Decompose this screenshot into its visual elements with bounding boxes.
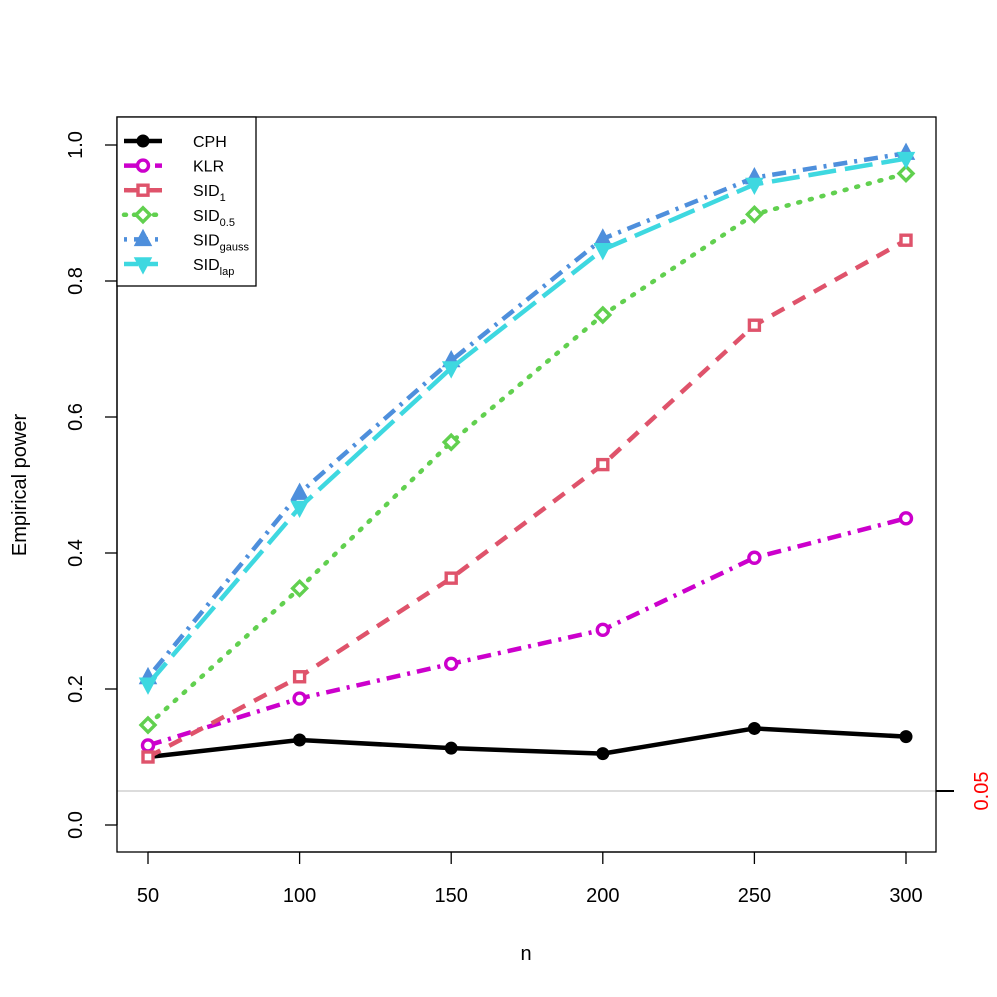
reference-line-group: 0.05 [117, 772, 993, 811]
series-line [145, 171, 909, 728]
x-tick-label: 300 [889, 885, 922, 907]
data-point [745, 177, 764, 196]
data-point [747, 721, 761, 735]
legend-marker [136, 134, 150, 148]
legend-item: CPH [124, 134, 227, 151]
x-axis-title: n [520, 943, 531, 965]
data-point [290, 482, 309, 500]
y-tick-label: 0.8 [65, 267, 87, 295]
series-line [147, 726, 907, 760]
y-axis-title: Empirical power [9, 414, 31, 557]
data-point [140, 738, 156, 753]
data-point [444, 571, 458, 585]
data-point [593, 242, 613, 261]
y-tick-label: 0.2 [65, 675, 87, 703]
y-tick-label: 0.6 [65, 403, 87, 431]
data-point [290, 500, 309, 519]
legend-marker [133, 257, 153, 275]
series-line [146, 150, 907, 679]
y-tick-label: 0.4 [65, 539, 87, 567]
x-tick-label: 200 [586, 885, 619, 907]
legend-label-subscript: lap [220, 266, 235, 278]
data-point [596, 747, 610, 761]
data-point [747, 318, 762, 332]
legend-label: CPH [193, 134, 227, 151]
series-sidlap [138, 151, 916, 695]
data-point [292, 670, 307, 684]
data-point [596, 457, 610, 472]
series-cph [141, 721, 913, 764]
legend-item: KLR [124, 158, 224, 176]
data-point [290, 578, 310, 598]
legend-label-subscript: gauss [220, 241, 250, 253]
data-point [593, 305, 613, 325]
data-point [899, 730, 913, 744]
data-point [444, 741, 458, 755]
data-point [896, 164, 916, 183]
data-point [747, 550, 762, 565]
data-point [595, 622, 610, 638]
series-sid1 [141, 233, 913, 764]
data-point [441, 361, 461, 379]
legend-item: SID1 [124, 183, 226, 204]
series-line [146, 238, 908, 759]
data-point [141, 750, 155, 764]
y-tick-label: 1.0 [65, 131, 87, 159]
series-line [147, 516, 907, 748]
y-tick-label: 0.0 [65, 811, 87, 839]
legend-marker [136, 183, 150, 197]
series-line [146, 156, 907, 686]
data-point [138, 677, 158, 695]
series-group [138, 142, 916, 764]
data-point [293, 733, 307, 747]
x-axis: 50 100 150 200 250 300 [137, 851, 923, 907]
legend-label-subscript: 0.5 [220, 217, 235, 229]
legend-label-subscript: 1 [220, 192, 226, 204]
data-point [292, 691, 307, 706]
data-point [899, 233, 913, 247]
y-axis: 0.0 0.2 0.4 0.6 0.8 1.0 [65, 131, 118, 839]
x-tick-label: 100 [283, 885, 316, 907]
legend-label: SID1 [193, 183, 226, 204]
x-tick-label: 50 [137, 885, 159, 907]
data-point [138, 715, 158, 735]
data-point [898, 511, 914, 526]
series-klr [140, 511, 914, 753]
x-tick-label: 250 [738, 885, 771, 907]
legend-label: KLR [193, 159, 224, 176]
x-tick-label: 150 [435, 885, 468, 907]
data-point [441, 432, 461, 452]
legend-marker [133, 205, 153, 225]
data-point [744, 204, 764, 224]
reference-label: 0.05 [971, 772, 993, 811]
legend-marker [135, 158, 151, 173]
series-sid0-5 [138, 164, 916, 735]
data-point [444, 656, 459, 672]
legend-marker [133, 228, 153, 247]
data-point [896, 151, 916, 170]
